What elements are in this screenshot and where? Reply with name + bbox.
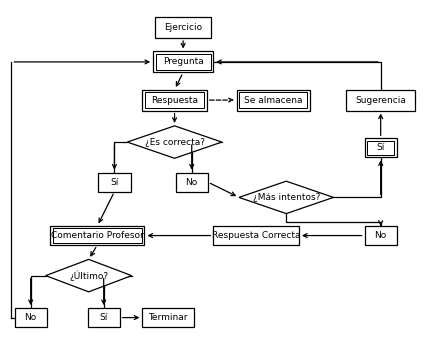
Bar [155,17,210,38]
Text: Sí: Sí [99,313,108,322]
Text: Terminar: Terminar [148,313,187,322]
Text: Ejercicio: Ejercicio [164,23,202,32]
Polygon shape [127,126,221,158]
Bar [15,308,47,327]
Text: Comentario Profesor: Comentario Profesor [51,231,143,240]
Polygon shape [238,181,333,214]
Text: Respuesta Correcta: Respuesta Correcta [211,231,300,240]
Bar [98,173,130,192]
Text: Sí: Sí [110,178,118,187]
Bar [239,92,306,108]
Bar [345,90,414,111]
Bar [50,226,144,245]
Bar [213,226,299,245]
Bar [364,138,396,157]
Bar [87,308,119,327]
Text: No: No [185,178,197,187]
Bar [236,90,309,111]
Bar [364,226,396,245]
Text: No: No [24,313,37,322]
Polygon shape [46,259,132,292]
Bar [142,90,206,111]
Text: ¿Último?: ¿Último? [69,270,108,281]
Bar [155,54,210,70]
Text: Sí: Sí [376,143,384,152]
Text: Pregunta: Pregunta [162,58,203,66]
Bar [366,141,393,155]
Bar [53,228,141,243]
Bar [145,92,204,108]
Bar [175,173,207,192]
Text: Se almacena: Se almacena [243,96,302,105]
Text: Respuesta: Respuesta [151,96,197,105]
Text: Sugerencia: Sugerencia [355,96,405,105]
Text: No: No [374,231,386,240]
Bar [142,308,194,327]
Bar [153,51,213,73]
Text: ¿Es correcta?: ¿Es correcta? [144,138,204,147]
Text: ¿Más intentos?: ¿Más intentos? [252,193,319,202]
